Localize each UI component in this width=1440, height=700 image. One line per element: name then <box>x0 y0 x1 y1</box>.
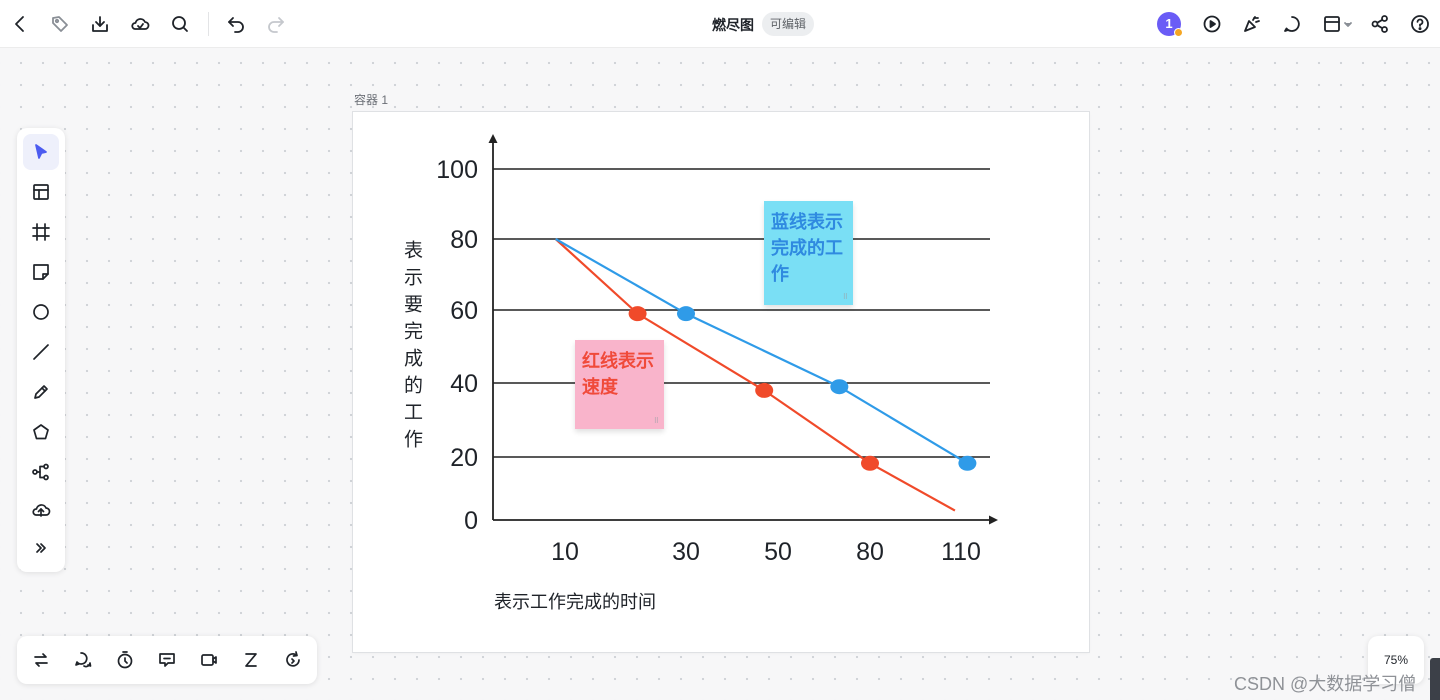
comment-icon[interactable] <box>1280 12 1304 36</box>
y-tick-label: 80 <box>450 226 478 254</box>
pen-icon[interactable] <box>23 374 59 410</box>
sticky-note-text: 蓝线表示完成的工作 <box>771 212 843 284</box>
cloud-icon[interactable] <box>128 12 152 36</box>
edge-panel <box>1430 658 1440 700</box>
y-axis-arrow <box>489 134 498 143</box>
share-icon[interactable] <box>1368 12 1392 36</box>
data-point <box>629 306 647 321</box>
y-tick-label: 0 <box>464 507 478 535</box>
layout-icon[interactable] <box>1320 12 1344 36</box>
chat-bubbles-icon[interactable] <box>71 648 95 672</box>
frame-container[interactable]: 100 80 60 40 20 0 10 30 50 80 110 表示要完成的工作 表示工作完成的… <box>353 112 1089 652</box>
frame-label[interactable]: 容器 1 <box>354 91 388 108</box>
upload-icon[interactable] <box>23 492 59 528</box>
more-icon[interactable] <box>23 530 59 566</box>
left-toolbar <box>17 128 65 572</box>
data-point <box>861 456 879 471</box>
sticky-note-blue[interactable]: 蓝线表示完成的工作 ⠿ <box>764 201 853 305</box>
present-icon[interactable] <box>1200 12 1224 36</box>
edit-permission-badge[interactable]: 可编辑 <box>762 12 814 36</box>
template-icon[interactable] <box>23 174 59 210</box>
burndown-chart: 100 80 60 40 20 0 10 30 50 80 110 <box>353 112 1089 652</box>
sticky-note-text: 红线表示速度 <box>582 351 654 397</box>
celebrate-icon[interactable] <box>1240 12 1264 36</box>
feedback-icon[interactable] <box>155 648 179 672</box>
frame-icon[interactable] <box>23 214 59 250</box>
refresh-icon[interactable] <box>281 648 305 672</box>
y-tick-label: 20 <box>450 444 478 472</box>
sticky-note-pink[interactable]: 红线表示速度 ⠿ <box>575 340 664 429</box>
switch-icon[interactable] <box>29 648 53 672</box>
resize-grip-icon[interactable]: ⠿ <box>843 293 848 303</box>
avatar-status-dot <box>1174 28 1183 37</box>
y-tick-label: 100 <box>436 156 478 184</box>
y-tick-label: 60 <box>450 297 478 325</box>
tag-icon[interactable] <box>48 12 72 36</box>
undo-icon[interactable] <box>224 12 248 36</box>
mindmap-icon[interactable] <box>23 454 59 490</box>
timer-icon[interactable] <box>113 648 137 672</box>
top-bar: 燃尽图 可编辑 1 <box>0 0 1440 48</box>
x-tick-label: 50 <box>764 538 792 566</box>
redo-icon[interactable] <box>264 12 288 36</box>
x-tick-label: 80 <box>856 538 884 566</box>
select-icon[interactable] <box>23 134 59 170</box>
download-icon[interactable] <box>88 12 112 36</box>
video-icon[interactable] <box>197 648 221 672</box>
bottom-toolbar <box>17 636 317 684</box>
chevron-down-icon[interactable] <box>1343 12 1353 36</box>
pentagon-icon[interactable] <box>23 414 59 450</box>
data-point <box>958 456 976 471</box>
search-icon[interactable] <box>168 12 192 36</box>
line-icon[interactable] <box>23 334 59 370</box>
toolbar-divider <box>208 12 209 36</box>
data-point <box>830 379 848 394</box>
data-point <box>677 306 695 321</box>
x-axis-arrow <box>989 516 998 525</box>
x-tick-label: 10 <box>551 538 579 566</box>
data-point <box>755 383 773 398</box>
circle-icon[interactable] <box>23 294 59 330</box>
sticky-note-icon[interactable] <box>23 254 59 290</box>
watermark: CSDN @大数据学习僧 <box>1234 670 1416 696</box>
y-axis-label: 表示要完成的工作 <box>401 240 425 456</box>
resize-grip-icon[interactable]: ⠿ <box>654 417 659 427</box>
z-icon[interactable] <box>239 648 263 672</box>
page-title[interactable]: 燃尽图 <box>712 15 754 35</box>
help-icon[interactable] <box>1408 12 1432 36</box>
x-tick-label: 30 <box>672 538 700 566</box>
y-tick-label: 40 <box>450 370 478 398</box>
x-tick-label: 110 <box>941 538 981 566</box>
back-icon[interactable] <box>8 12 32 36</box>
x-axis-label: 表示工作完成的时间 <box>494 588 656 614</box>
